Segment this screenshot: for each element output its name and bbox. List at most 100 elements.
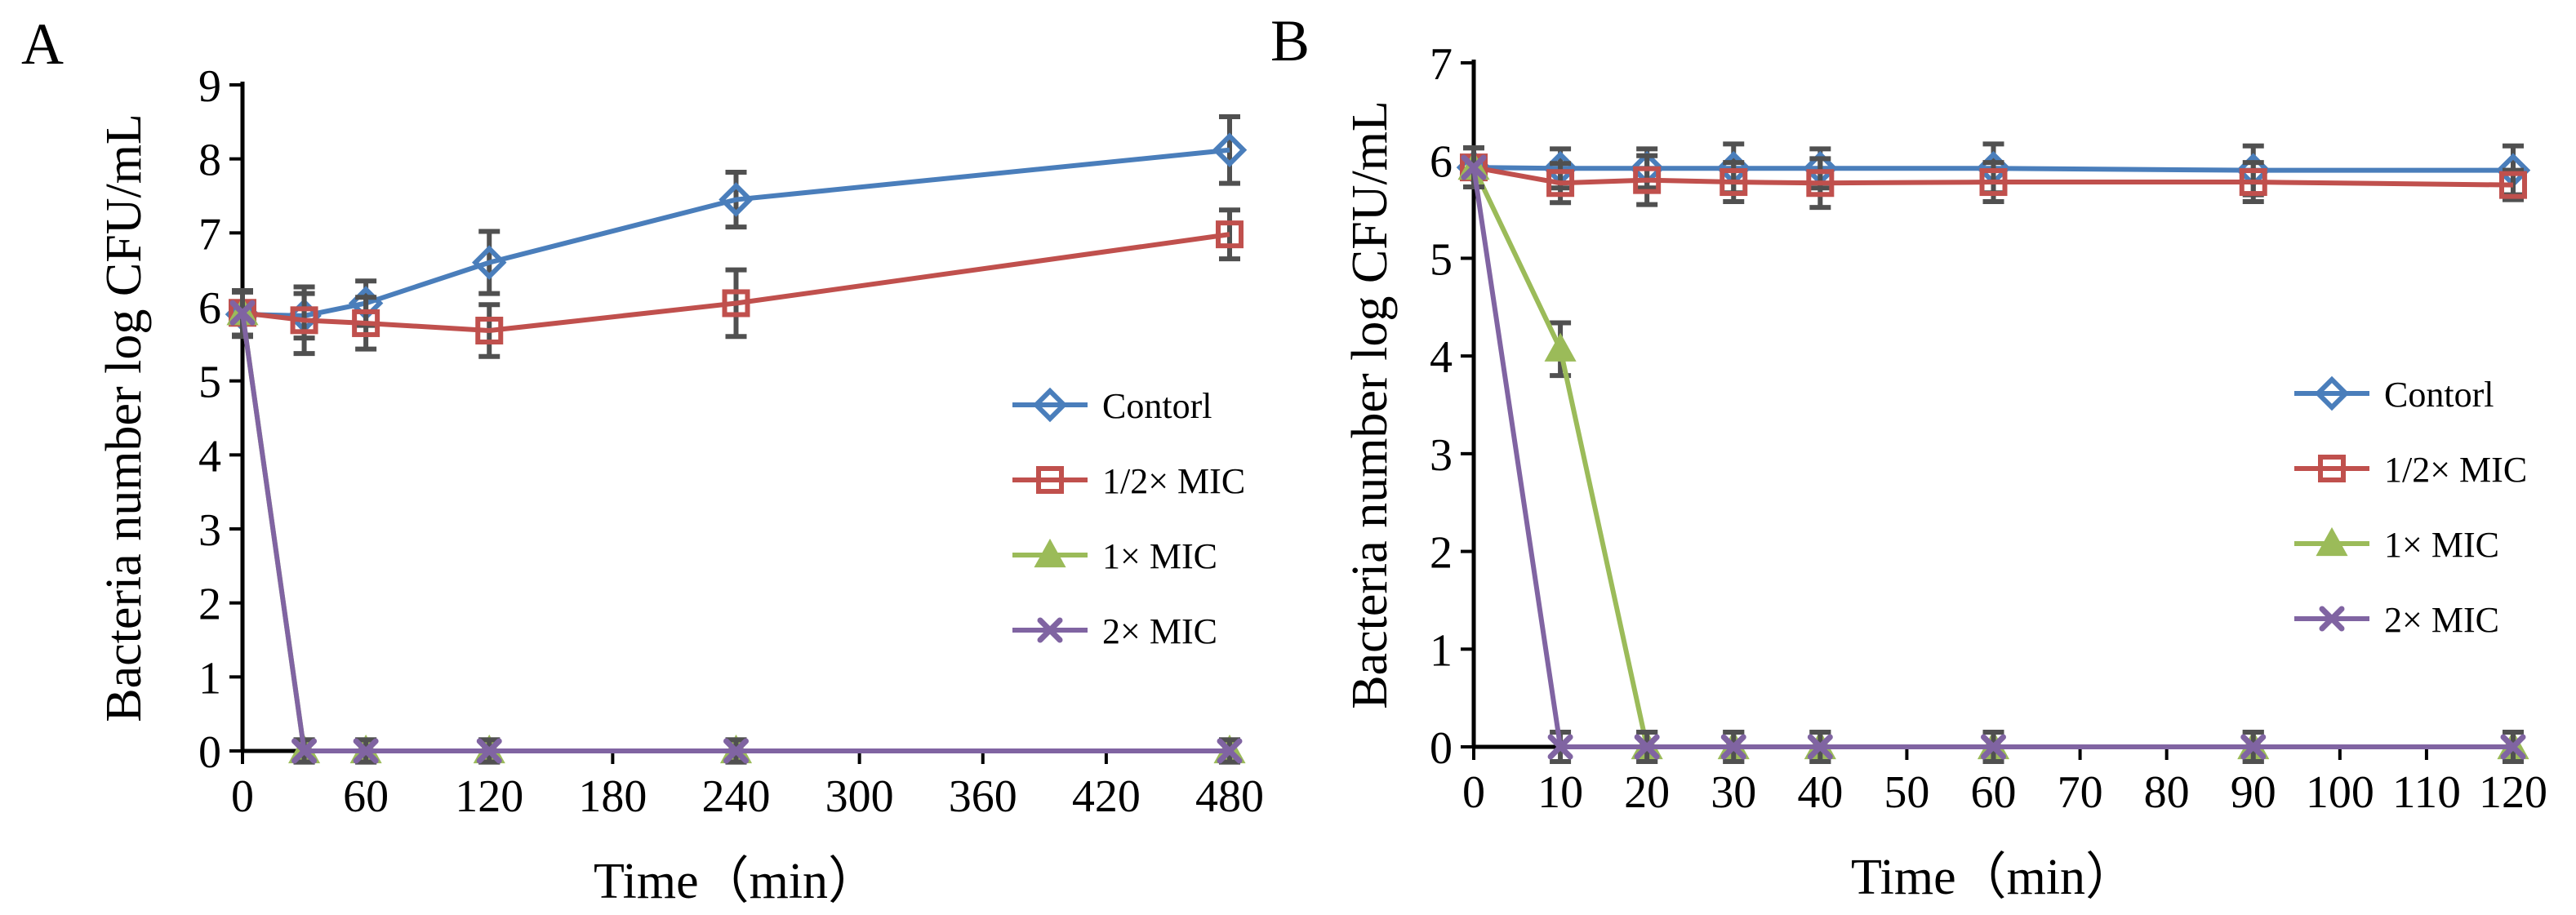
y-tick-label: 9 xyxy=(198,61,221,112)
x-tick-label: 40 xyxy=(1797,767,1843,818)
y-tick-label: 6 xyxy=(1430,137,1453,188)
x-tick-label: 110 xyxy=(2392,767,2461,818)
y-tick-label: 3 xyxy=(198,505,221,556)
series-line xyxy=(240,312,1230,753)
series-two xyxy=(1461,145,2526,764)
legend-label: 1/2× MIC xyxy=(2384,450,2527,490)
x-tick-label: 480 xyxy=(1195,771,1264,822)
x-tick-label: 100 xyxy=(2306,767,2374,818)
x-tick-label: 20 xyxy=(1624,767,1670,818)
x-tick-label: 120 xyxy=(2479,767,2547,818)
data-point xyxy=(723,738,749,764)
data-point xyxy=(291,738,318,764)
data-point xyxy=(472,245,507,280)
legend-marker xyxy=(1032,387,1068,423)
y-tick-label: 3 xyxy=(1430,430,1453,481)
legend-label: 1× MIC xyxy=(2384,525,2499,565)
x-tick-label: 60 xyxy=(1971,767,2017,818)
data-point xyxy=(476,738,502,764)
legend-label: 2× MIC xyxy=(1102,611,1217,651)
x-axis-title: Time（min） xyxy=(1851,850,2136,905)
x-axis-title: Time（min） xyxy=(594,854,879,909)
series-half xyxy=(1460,145,2527,211)
data-point xyxy=(1806,169,1835,198)
legend: Contorl 1/2× MIC 1× MIC 2× MIC xyxy=(2294,375,2527,640)
legend-marker xyxy=(2316,526,2348,557)
data-point xyxy=(1981,734,2006,760)
chart-panel-a: A 0 1 2 3 4 5 6 7 8 9 0 60 120 180 240 300 360 420 480 Time（… xyxy=(21,11,1264,909)
legend-marker xyxy=(1037,617,1063,643)
panel-letter: A xyxy=(21,11,64,77)
data-point xyxy=(1547,734,1573,760)
x-tick-label: 0 xyxy=(231,771,254,822)
x-tick-label: 420 xyxy=(1072,771,1141,822)
x-tick-label: 10 xyxy=(1537,767,1583,818)
legend-label: Contorl xyxy=(2384,375,2494,415)
data-point xyxy=(1979,168,2008,197)
data-point xyxy=(1720,168,1748,197)
data-point xyxy=(2240,734,2267,760)
data-point xyxy=(1633,166,1662,194)
x-tick-label: 90 xyxy=(2231,767,2276,818)
data-point xyxy=(2500,734,2526,760)
y-tick-label: 1 xyxy=(198,653,221,704)
data-point xyxy=(1544,332,1577,362)
x-tick-label: 60 xyxy=(343,771,389,822)
data-point xyxy=(719,182,754,217)
x-tick-label: 80 xyxy=(2144,767,2190,818)
legend-label: 1× MIC xyxy=(1102,536,1217,576)
x-tick-label: 180 xyxy=(578,771,647,822)
data-point xyxy=(1217,738,1243,764)
x-tick-label: 50 xyxy=(1884,767,1929,818)
data-point xyxy=(229,300,256,326)
y-tick-label: 7 xyxy=(1430,39,1453,90)
x-tick-label: 360 xyxy=(949,771,1017,822)
data-point xyxy=(475,317,504,345)
series-one xyxy=(1457,145,2529,764)
x-tick-label: 70 xyxy=(2058,767,2103,818)
series-line xyxy=(240,312,1230,753)
y-tick-label: 6 xyxy=(198,283,221,334)
y-tick-label: 5 xyxy=(1430,234,1453,285)
legend-label: 1/2× MIC xyxy=(1102,461,1245,501)
legend-marker xyxy=(2319,606,2345,632)
legend: Contorl 1/2× MIC 1× MIC 2× MIC xyxy=(1012,386,1245,651)
data-point xyxy=(352,309,380,337)
panel-letter: B xyxy=(1270,8,1310,73)
data-point xyxy=(1461,154,1487,180)
legend-marker xyxy=(1036,466,1064,494)
y-tick-label: 8 xyxy=(198,135,221,186)
data-point xyxy=(1546,169,1575,198)
y-tick-label: 2 xyxy=(198,580,221,630)
data-point xyxy=(353,738,379,764)
data-point xyxy=(2499,171,2527,199)
series-one xyxy=(226,288,1246,765)
series-line xyxy=(1473,165,2514,188)
y-tick-label: 2 xyxy=(1430,528,1453,579)
x-tick-label: 30 xyxy=(1711,767,1756,818)
data-point xyxy=(2239,168,2267,197)
data-point xyxy=(722,289,750,318)
y-tick-label: 1 xyxy=(1430,625,1453,676)
y-tick-label: 0 xyxy=(198,727,221,778)
x-tick-label: 240 xyxy=(702,771,771,822)
y-tick-label: 0 xyxy=(1430,723,1453,774)
series-two xyxy=(229,288,1243,765)
y-tick-label: 5 xyxy=(198,358,221,408)
y-tick-label: 4 xyxy=(1430,332,1453,383)
data-point xyxy=(1720,734,1746,760)
y-axis-title: Bacteria number log CFU/mL xyxy=(96,113,152,722)
y-tick-label: 7 xyxy=(198,209,221,260)
legend-label: Contorl xyxy=(1102,386,1212,426)
x-tick-label: 300 xyxy=(825,771,894,822)
series-half xyxy=(229,207,1244,359)
data-point xyxy=(1634,734,1660,760)
y-tick-label: 4 xyxy=(198,431,221,482)
y-axis-title: Bacteria number log CFU/mL xyxy=(1342,100,1398,709)
series-line xyxy=(1471,166,2513,749)
series-line xyxy=(1471,167,2513,749)
data-point xyxy=(290,306,318,335)
legend-marker xyxy=(1034,538,1066,568)
